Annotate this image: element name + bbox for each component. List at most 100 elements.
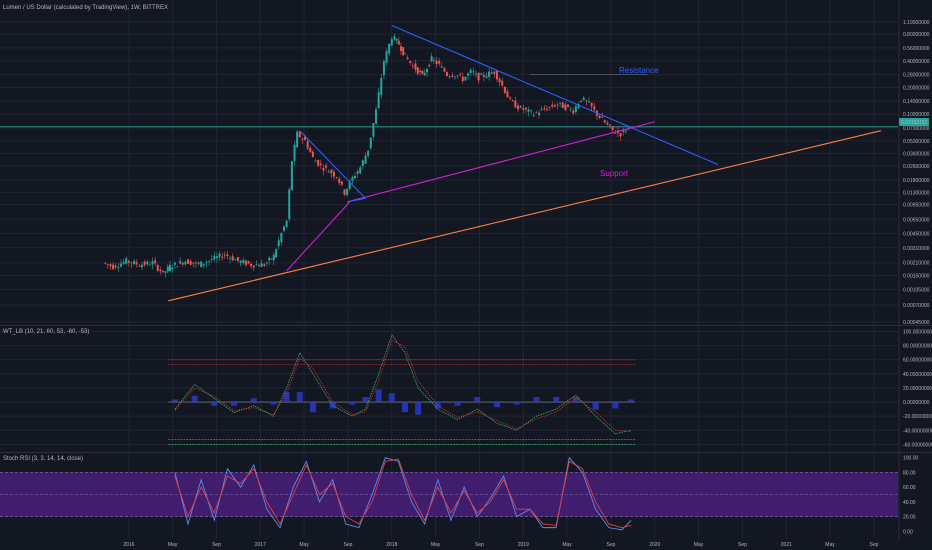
candle-body [288,189,291,220]
candle-body [280,232,283,243]
candle-body [614,132,617,134]
candle-body [298,131,301,138]
candle-body [317,159,320,166]
candle-body [200,261,203,268]
x-tick-label-8: Sep [475,542,484,548]
candle-body [319,163,322,165]
candle-body [435,60,438,65]
candle-body [495,70,498,80]
price-tick-label-7: 0.10000000 [903,112,930,118]
candle-body [282,226,285,231]
price-tag: 0.07192112 [899,118,929,126]
candle-body [162,270,165,272]
wt-tick-label-1: 80.00000000 [903,344,932,350]
axes: 2016 May Sep 2017 May Sep 2018 May Sep 2019 May Sep… [123,20,932,548]
wt-hist-bar [349,402,356,405]
candle-body [215,256,218,259]
candle-body [509,97,512,99]
stoch-tick-label-2: 60.00 [903,485,916,491]
candle-body [402,47,405,56]
candle-body [133,260,136,264]
candle-body [327,171,330,173]
candle-body [112,264,115,270]
support-line [346,121,655,203]
candle-body [519,105,522,108]
stoch-d-line [174,458,632,529]
early-support-line [286,201,351,272]
stoch-panel[interactable] [0,456,898,531]
x-tick-label-13: May [694,542,704,548]
candle-body [314,160,317,162]
price-panel[interactable] [0,25,898,302]
candle-body [293,144,296,162]
grid [0,0,898,538]
candle-body [511,100,514,102]
wt-panel[interactable] [168,334,636,445]
candle-body [522,108,525,110]
candle-body [260,263,263,267]
candle-body [593,106,596,110]
candle-body [540,109,543,111]
wt-hist-bar [388,393,395,403]
candle-body [606,122,609,125]
candle-body [409,60,412,63]
price-tick-label-22: 0.00045000 [903,320,930,326]
candle-body [580,100,583,102]
candle-body [490,72,493,74]
candle-body [148,264,151,266]
candle-body [277,240,280,247]
candle-body [367,150,370,156]
candle-body [527,109,530,112]
candle-body [372,123,375,137]
candle-body [524,107,527,110]
candle-body [574,106,577,112]
price-tick-label-19: 0.00150000 [903,274,930,280]
candle-body [493,71,496,74]
candle-body [385,51,388,63]
candle-body [577,103,580,109]
candle-body [125,258,128,265]
candle-body [532,115,535,116]
price-tick-label-14: 0.00950000 [903,203,930,209]
candle-body [306,141,309,149]
candle-body [135,262,138,265]
candle-body [369,137,372,149]
candle-body [242,260,245,263]
candle-body [213,255,216,260]
wt-tick-label-3: 40.00000000 [903,372,932,378]
candle-body [474,73,477,75]
candle-body [296,131,299,148]
candle-body [210,259,213,261]
candle-body [189,260,192,265]
x-tick-label-14: Sep [738,542,747,548]
candle-body [208,260,211,262]
candle-body [356,171,359,174]
wt-hist-bar [329,402,336,409]
candle-body [400,46,403,51]
candle-body [472,71,475,73]
price-tick-label-5: 0.20000000 [903,85,930,91]
candle-body [239,260,242,263]
wt-hist-bar [474,396,481,403]
candle-body [332,171,335,177]
candle-body [432,59,435,61]
candle-body [393,36,396,40]
x-tick-label-0: 2016 [123,542,134,548]
candle-body [187,259,190,264]
price-tick-label-16: 0.00450000 [903,231,930,237]
candle-body [451,75,454,77]
wt-hist-bar [211,402,218,406]
price-tick-label-13: 0.01300000 [903,191,930,197]
wt-hist-bar [250,398,257,403]
resistance-line [391,25,719,165]
x-tick-label-5: Sep [344,542,353,548]
candle-body [304,136,307,141]
price-tick-label-11: 0.02600000 [903,164,930,170]
candle-body [156,265,159,271]
price-tick-label-18: 0.00210000 [903,261,930,267]
candle-body [419,70,422,72]
candle-body [154,260,157,264]
